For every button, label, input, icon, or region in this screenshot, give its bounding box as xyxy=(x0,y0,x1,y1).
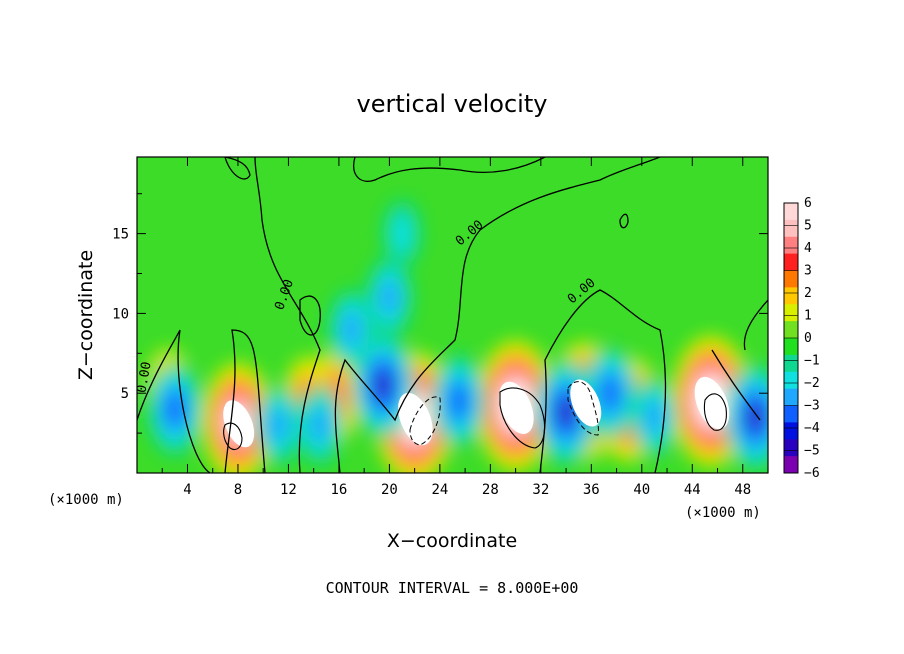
velocity-field xyxy=(145,200,768,473)
downdraft-level xyxy=(268,407,289,443)
colorbar-segment xyxy=(784,371,798,390)
colorbar-segment xyxy=(784,321,798,339)
downdraft-level xyxy=(309,407,331,443)
y-tick-label: 10 xyxy=(112,306,129,322)
x-tick-label: 16 xyxy=(330,482,347,498)
zero-contour-line xyxy=(743,299,768,351)
chart-title: vertical velocity xyxy=(357,90,548,118)
downdraft-level xyxy=(165,393,185,426)
colorbar-segment xyxy=(784,236,798,255)
positive-contour-line xyxy=(703,393,727,431)
colorbar-tick-label: 2 xyxy=(804,286,812,301)
colorbar-segment xyxy=(784,338,798,356)
updraft-core xyxy=(398,392,433,446)
colorbar-segment xyxy=(784,304,798,322)
zero-contour-line xyxy=(224,329,266,473)
x-tick-label: 48 xyxy=(734,482,751,498)
x-tick-label: 44 xyxy=(684,482,701,498)
x-tick-label: 28 xyxy=(482,482,499,498)
zero-contour-line xyxy=(619,213,629,229)
downdraft-level xyxy=(746,402,765,433)
zero-contour-line xyxy=(353,157,546,182)
x-tick-label: 8 xyxy=(234,482,242,498)
colorbar-segment xyxy=(784,388,798,406)
colorbar-tick-label: 1 xyxy=(804,309,812,324)
y-tick-label: 15 xyxy=(112,227,129,243)
x-axis: 4 8 12 16 20 24 28 32 36 40 44 48 xyxy=(161,157,751,498)
downdraft-level xyxy=(644,399,665,435)
updraft-core xyxy=(694,376,730,430)
downdraft-level xyxy=(374,370,392,401)
x-unit-label-right: (×1000 m) xyxy=(685,505,761,521)
downdraft-level xyxy=(341,311,362,347)
x-tick-label: 32 xyxy=(532,482,549,498)
colorbar-segment xyxy=(784,203,798,221)
colorbar-tick-label: −4 xyxy=(804,421,820,436)
contour-interval-note: CONTOUR INTERVAL = 8.000E+00 xyxy=(326,579,579,597)
x-tick-label: 20 xyxy=(381,482,398,498)
x-unit-label-left: (×1000 m) xyxy=(48,492,124,508)
colorbar-segment xyxy=(784,253,798,271)
zero-contours: 0.000.000.000.00 xyxy=(134,157,768,473)
colorbar-segment xyxy=(784,270,798,288)
x-tick-label: 40 xyxy=(633,482,650,498)
downdraft-level xyxy=(449,385,469,418)
colorbar-segment xyxy=(784,219,798,238)
updraft-core xyxy=(499,381,534,434)
colorbar-tick-label: −3 xyxy=(804,399,820,414)
colorbar-segment xyxy=(784,422,798,440)
downdraft-level xyxy=(390,213,414,254)
downdraft-level xyxy=(379,279,400,316)
y-tick-label: 5 xyxy=(121,386,129,402)
zero-contour-line xyxy=(711,349,761,421)
colorbar-segment xyxy=(784,439,798,457)
colorbar-tick-label: 0 xyxy=(804,331,812,346)
colorbar-segment xyxy=(784,456,798,474)
zero-contour-line xyxy=(254,157,321,473)
zero-contour-line xyxy=(137,329,211,473)
updraft-core xyxy=(223,400,255,448)
zero-contour-line xyxy=(539,289,667,473)
x-tick-label: 24 xyxy=(431,482,448,498)
x-tick-label: 4 xyxy=(183,482,191,498)
y-axis: 5 10 15 xyxy=(112,193,768,434)
x-axis-title: X−coordinate xyxy=(387,530,517,552)
colorbar-tick-label: 4 xyxy=(804,241,812,256)
negative-contour-line xyxy=(567,381,599,436)
contour-label: 0.00 xyxy=(134,361,154,394)
positive-contour-line xyxy=(499,387,546,449)
x-tick-label: 36 xyxy=(583,482,600,498)
colorbar-segment xyxy=(784,354,798,373)
colorbar-tick-label: 6 xyxy=(804,196,812,211)
colorbar-tick-label: 5 xyxy=(804,219,812,234)
colorbar-segment xyxy=(784,405,798,423)
colorbar-tick-label: −2 xyxy=(804,376,820,391)
downdraft-level xyxy=(557,397,575,428)
colorbar-tick-label: −1 xyxy=(804,354,820,369)
zero-contour-line xyxy=(224,157,251,180)
colorbar-tick-label: −5 xyxy=(804,444,820,459)
positive-contour-line xyxy=(223,422,243,451)
x-tick-label: 12 xyxy=(280,482,297,498)
y-axis-title: Z−coordinate xyxy=(75,250,97,380)
updraft-core xyxy=(570,379,602,427)
colorbar-segment xyxy=(784,287,798,305)
downdraft-level xyxy=(600,377,620,410)
plot-frame xyxy=(136,156,769,474)
colorbar-tick-label: −6 xyxy=(804,466,820,481)
zero-contour-line xyxy=(299,295,321,336)
colorbar: 6 5 4 3 2 1 0 −1 −2 −3 −4 −5 −6 xyxy=(783,196,820,481)
colorbar-tick-label: 3 xyxy=(804,264,812,279)
zero-contour-line xyxy=(334,157,661,473)
